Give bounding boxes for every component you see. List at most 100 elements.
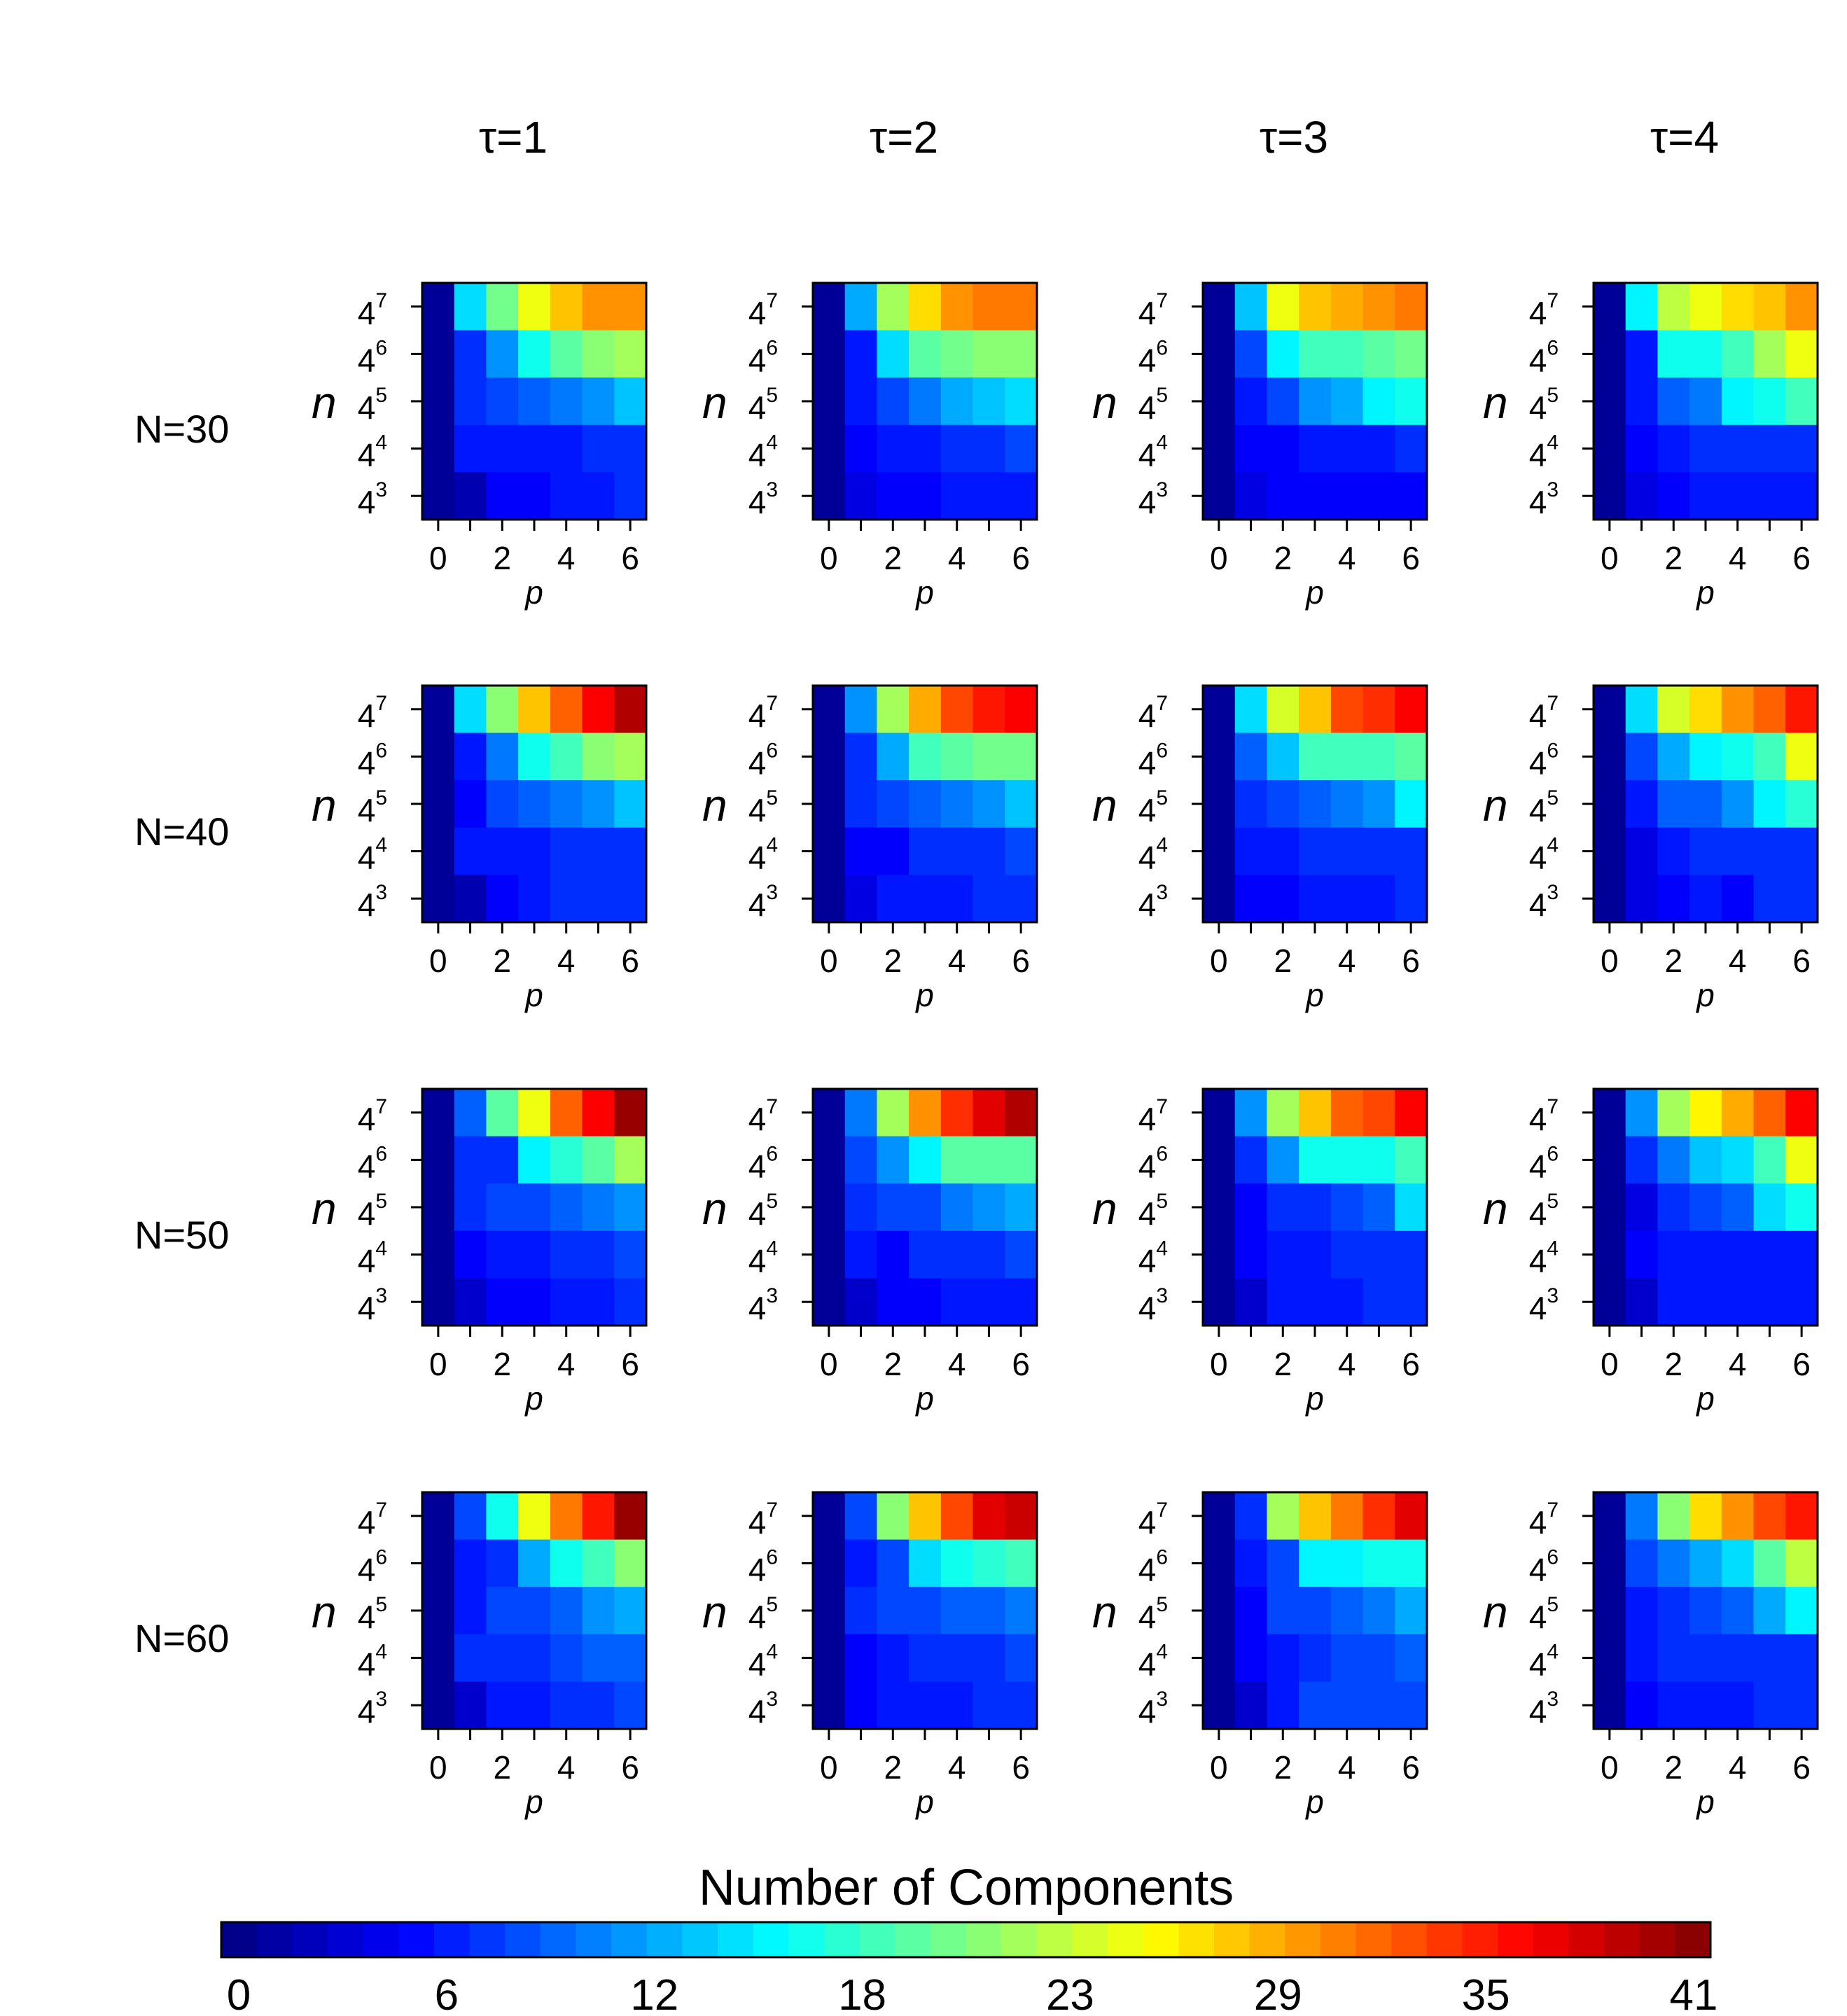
heatmap-cell [422,472,455,520]
heatmap-cell [1689,1587,1722,1635]
heatmap-cell [614,424,647,473]
heatmap-cell [614,1089,647,1137]
heatmap-cell [1362,377,1395,426]
heatmap-cell [1267,827,1299,875]
x-tick-label: 2 [1274,1346,1292,1382]
x-tick-label: 0 [1210,1346,1228,1382]
heatmap-cell [454,1539,487,1587]
heatmap-cell [909,1681,942,1730]
heatmap-cell [973,1539,1005,1587]
heatmap-cell [844,1136,878,1184]
y-tick-label: 45 [1529,1190,1559,1232]
heatmap-cell [813,1183,846,1232]
x-tick-label: 6 [1402,1346,1420,1382]
heatmap-cell [940,1634,974,1682]
y-axis-label: n [702,377,727,428]
y-tick-label: 47 [1138,1095,1168,1137]
x-tick-label: 4 [557,1346,576,1382]
heatmap-cell [940,1230,974,1279]
y-tick-label: 45 [1138,384,1168,426]
heatmap-cell [1267,1539,1299,1587]
heatmap-cell [940,1539,974,1587]
heatmap-cell [1594,1136,1626,1184]
heatmap-cell [1362,732,1395,781]
heatmap-cell [1330,1136,1364,1184]
y-tick-label: 45 [748,1593,778,1635]
heatmap-cell [940,1089,974,1137]
y-tick-label: 46 [748,1142,778,1184]
y-tick-label: 43 [748,1284,778,1326]
heatmap-cell [1267,780,1299,828]
heatmap-cell [877,1183,909,1232]
y-tick-label: 43 [1138,881,1168,923]
heatmap-cell [877,1492,909,1541]
heatmap-cell [1625,732,1659,781]
heatmap-cell [1234,1492,1268,1541]
heatmap-cell [940,780,974,828]
heatmap-cell [1721,875,1755,923]
heatmap-cell [582,1278,615,1326]
y-axis-label: n [1092,377,1117,428]
x-axis-label: p [914,1380,934,1417]
heatmap-cell [844,472,878,520]
heatmap-cell [1689,686,1722,734]
x-tick-label: 0 [820,943,838,979]
heatmap-cell [1005,827,1038,875]
y-tick-label: 46 [1138,739,1168,781]
heatmap-cell [1594,283,1626,331]
heatmap-cell [486,1634,519,1682]
heatmap-cell [422,1681,455,1730]
heatmap-cell [1721,1089,1755,1137]
heatmap-cell [1234,1587,1268,1635]
heatmap-cell [550,283,583,331]
colorbar-swatch [398,1922,435,1957]
heatmap-cell [1594,424,1626,473]
heatmap-cell [1330,686,1364,734]
heatmap-cell [1362,1681,1395,1730]
heatmap-cell [1362,1492,1395,1541]
colorbar-swatch [1143,1922,1179,1957]
heatmap-cell [844,1230,878,1279]
heatmap-cell [486,424,519,473]
heatmap-cell [454,377,487,426]
heatmap-cell [1234,686,1268,734]
x-tick-label: 2 [884,943,902,979]
heatmap-cell [422,1634,455,1682]
colorbar-tick-label: 12 [630,1971,678,2016]
x-tick-label: 4 [1729,943,1747,979]
x-tick-label: 6 [1012,1346,1030,1382]
heatmap-cell [1657,1183,1690,1232]
y-tick-label: 46 [1138,1545,1168,1587]
heatmap-cell [973,283,1005,331]
heatmap-cell [1330,1089,1364,1137]
y-tick-label: 45 [1138,1593,1168,1635]
y-tick-label: 44 [1138,431,1168,473]
heatmap-cell [844,827,878,875]
heatmap-cell [1689,424,1722,473]
heatmap-cell [454,1681,487,1730]
heatmap-cell [1753,330,1786,378]
heatmap-cell [454,283,487,331]
heatmap-cell [550,1278,583,1326]
heatmap-cell [1689,330,1722,378]
y-tick-label: 47 [748,289,778,331]
heatmap-cell [1299,1634,1332,1682]
heatmap-cell [486,1230,519,1279]
heatmap-cell [1395,1278,1428,1326]
x-axis-label: p [1304,574,1324,611]
x-axis-label: p [914,977,934,1013]
heatmap-cell [1267,1278,1299,1326]
x-tick-label: 4 [1729,540,1747,576]
colorbar-swatch [1462,1922,1498,1957]
x-tick-label: 4 [948,1346,966,1382]
heatmap-cell [518,732,551,781]
heatmap-cell [1689,1681,1722,1730]
heatmap-cell [940,1278,974,1326]
heatmap-cell [973,1230,1005,1279]
heatmap-cell [1594,1183,1626,1232]
colorbar: Number of Components 0 6 12 18 23 29 35 41 [220,1860,1717,2016]
heatmap-cell [1395,1183,1428,1232]
heatmap-cell [877,424,909,473]
heatmap-cell [1005,1183,1038,1232]
